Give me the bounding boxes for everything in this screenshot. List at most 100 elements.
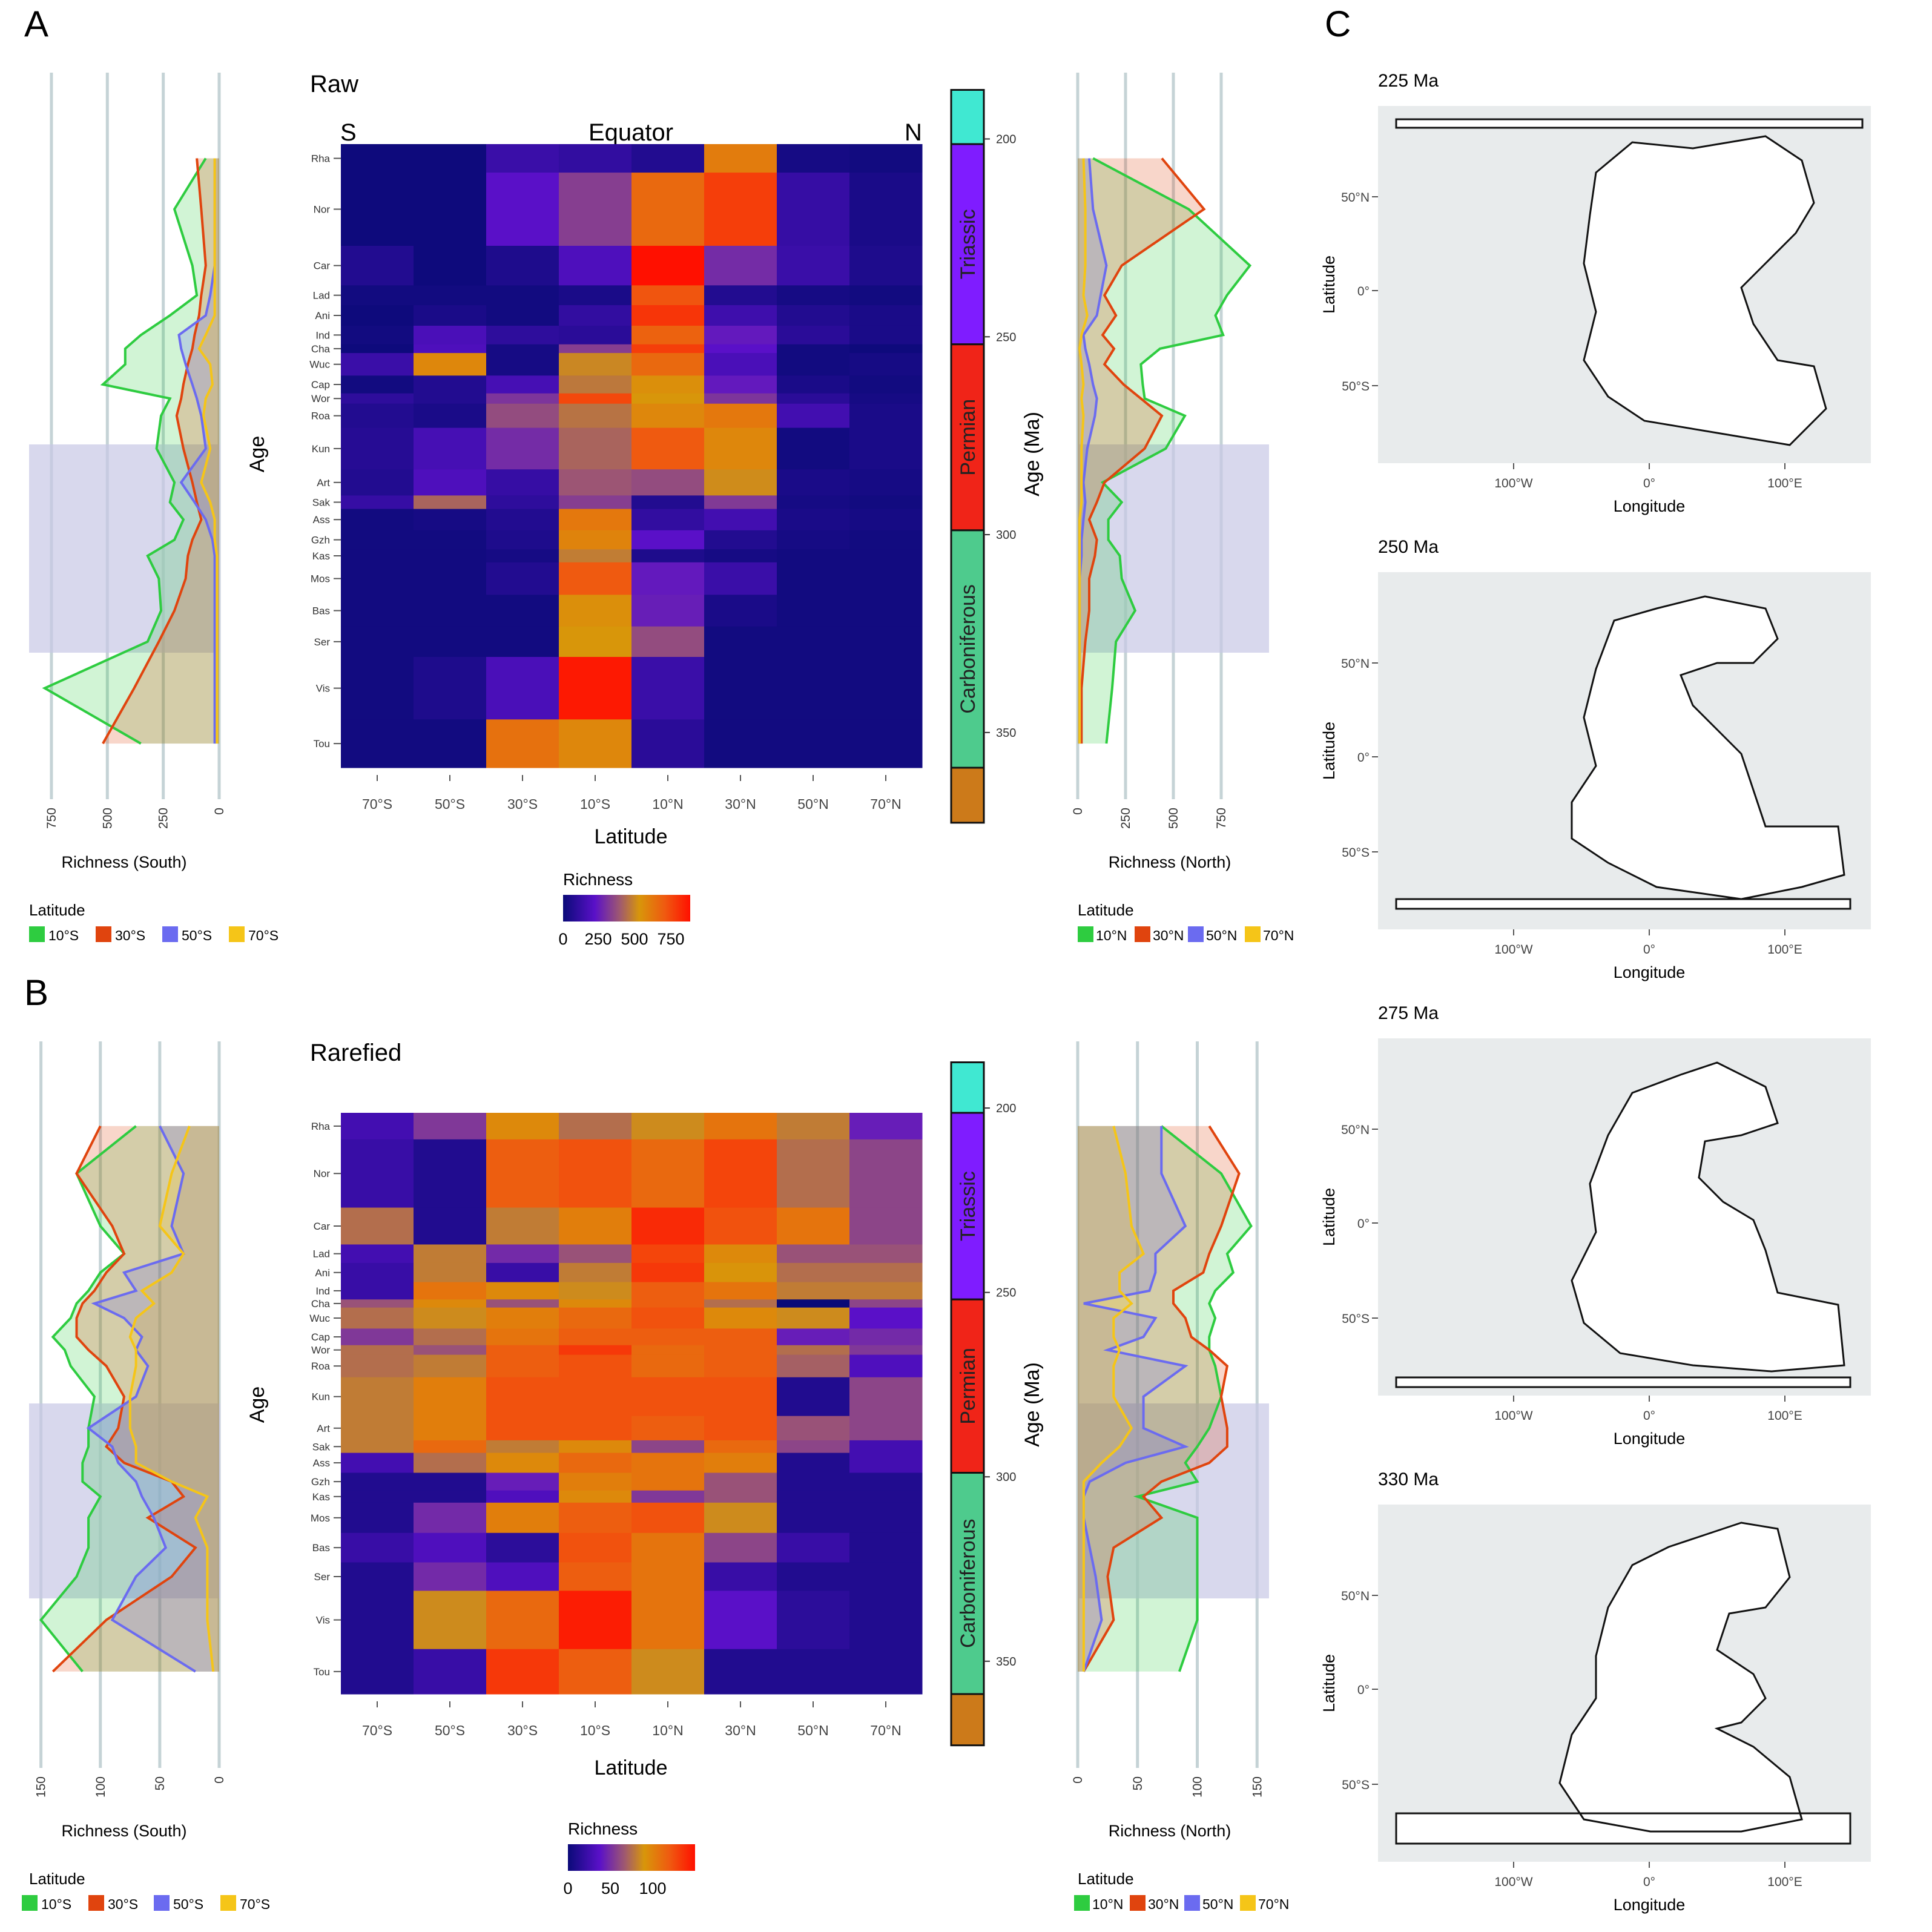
period-carboniferous bbox=[950, 1472, 985, 1695]
heatmap-cell bbox=[704, 1244, 777, 1264]
heatmap-cell bbox=[486, 469, 559, 496]
map-ylabel: Latitude bbox=[1320, 722, 1338, 780]
heatmap-cell bbox=[341, 375, 414, 394]
heatmap-cell bbox=[341, 657, 414, 720]
heatmap-cell bbox=[631, 245, 705, 286]
stage-tick-label: Wor bbox=[311, 393, 330, 404]
age-tick-label: 350 bbox=[996, 727, 1016, 740]
heatmap-cell bbox=[414, 469, 487, 496]
heatmap-cell bbox=[341, 245, 414, 286]
stage-tick-label: Cha bbox=[311, 343, 331, 355]
heatmap-cell bbox=[486, 595, 559, 627]
richness-tick-label: 150 bbox=[35, 1776, 48, 1798]
area-50°S bbox=[88, 1126, 219, 1672]
heatmap-cell bbox=[486, 1207, 559, 1245]
heatmap-cell bbox=[631, 549, 705, 563]
heatmap-cell bbox=[704, 719, 777, 768]
heatmap-cell bbox=[341, 626, 414, 658]
period-label-permian: Permian bbox=[957, 399, 980, 476]
panel-letter-b: B bbox=[24, 972, 48, 1013]
heatmap-cell bbox=[559, 1307, 632, 1329]
heatmap-cell bbox=[414, 549, 487, 563]
heatmap-cell bbox=[631, 403, 705, 429]
heatmap-cell bbox=[631, 353, 705, 376]
paleomap-3: 275 Ma 50°N 0° 50°S 100°W 0° 100°E Longitude Lat… bbox=[1320, 1003, 1871, 1448]
heatmap-cell bbox=[341, 1307, 414, 1329]
heatmap-cell bbox=[849, 1307, 923, 1329]
heatmap-cell bbox=[849, 1244, 923, 1264]
heatmap-cell bbox=[559, 1562, 632, 1591]
heatmap-cell bbox=[704, 353, 777, 376]
heatmap-cell bbox=[559, 495, 632, 510]
heatmap-cell bbox=[341, 1490, 414, 1503]
period-label-triassic: Triassic bbox=[957, 1171, 980, 1241]
heatmap-cell bbox=[414, 657, 487, 720]
heatmap-cell bbox=[486, 1244, 559, 1264]
stage-tick-label: Ass bbox=[313, 514, 330, 526]
stage-tick-label: Roa bbox=[311, 1360, 331, 1372]
heatmap-cell bbox=[486, 1354, 559, 1378]
panel-b-title: Rarefied bbox=[310, 1040, 401, 1066]
heatmap-cell bbox=[777, 144, 850, 173]
heatmap-cell bbox=[849, 1416, 923, 1441]
heatmap-cell bbox=[486, 626, 559, 658]
heatmap-cell bbox=[414, 353, 487, 376]
heatmap-cell bbox=[849, 344, 923, 354]
heatmap-cell bbox=[849, 305, 923, 326]
age-tick-label: 300 bbox=[996, 1471, 1016, 1484]
heatmap-cell bbox=[414, 1113, 487, 1140]
heatmap-cell bbox=[414, 1562, 487, 1591]
stage-tick-label: Sak bbox=[312, 1441, 331, 1452]
richness-tick-label: 50 bbox=[153, 1776, 167, 1790]
heatmap-cell bbox=[631, 1282, 705, 1300]
heatmap-cell bbox=[777, 1139, 850, 1208]
richness-tick-label: 750 bbox=[1215, 808, 1228, 829]
legend-label-30s: 30°S bbox=[115, 928, 145, 943]
legend-swatch-30n bbox=[1130, 1895, 1146, 1911]
heatmap-cell bbox=[486, 344, 559, 354]
heatmap-cell bbox=[631, 562, 705, 595]
line-70°N bbox=[1078, 158, 1089, 744]
heatmap-cell bbox=[486, 393, 559, 404]
heatmap-cell bbox=[486, 1139, 559, 1208]
heatmap-cell bbox=[704, 469, 777, 496]
heatmap-cell bbox=[631, 427, 705, 470]
heatmap-cell bbox=[414, 1440, 487, 1454]
heatmap-cell bbox=[849, 1440, 923, 1454]
heatmap-cell bbox=[849, 469, 923, 496]
heatmap-cell bbox=[486, 245, 559, 286]
legend-swatch-10s bbox=[29, 926, 45, 942]
stage-tick-label: Cha bbox=[311, 1298, 331, 1310]
heatmap-cell bbox=[849, 403, 923, 429]
latitude-tick-label: 30°N bbox=[725, 796, 756, 812]
colorbar-gradient bbox=[568, 1844, 695, 1871]
heatmap-cell bbox=[486, 375, 559, 394]
heatmap-cell bbox=[414, 375, 487, 394]
heatmap-cell bbox=[777, 469, 850, 496]
richness-tick-label: 100 bbox=[1191, 1776, 1205, 1798]
heatmap-cell bbox=[704, 1440, 777, 1454]
heatmap-cell bbox=[486, 562, 559, 595]
heatmap-cell bbox=[559, 1262, 632, 1283]
heatmap-cell bbox=[849, 285, 923, 306]
heatmap-cell bbox=[486, 285, 559, 306]
heatmap-cell bbox=[849, 530, 923, 550]
heatmap-cell bbox=[777, 1299, 850, 1308]
heatmap-cell bbox=[414, 626, 487, 658]
heatmap-cell bbox=[559, 1440, 632, 1454]
lat-tick-label: 50°N bbox=[1341, 191, 1370, 205]
heatmap-cell bbox=[777, 657, 850, 720]
stage-tick-label: Art bbox=[317, 1423, 330, 1434]
line-30°N bbox=[1083, 1125, 1241, 1672]
heatmap-cell bbox=[486, 1262, 559, 1283]
heatmap-cell bbox=[631, 530, 705, 550]
heatmap-cell bbox=[341, 719, 414, 768]
heatmap-cell bbox=[631, 1113, 705, 1140]
heatmap-cell bbox=[341, 393, 414, 404]
heatmap-cell bbox=[631, 495, 705, 510]
map-title: 330 Ma bbox=[1378, 1469, 1439, 1489]
heatmap-cell bbox=[849, 375, 923, 394]
stage-tick-label: Ser bbox=[314, 636, 331, 648]
heatmap-cell bbox=[849, 549, 923, 563]
